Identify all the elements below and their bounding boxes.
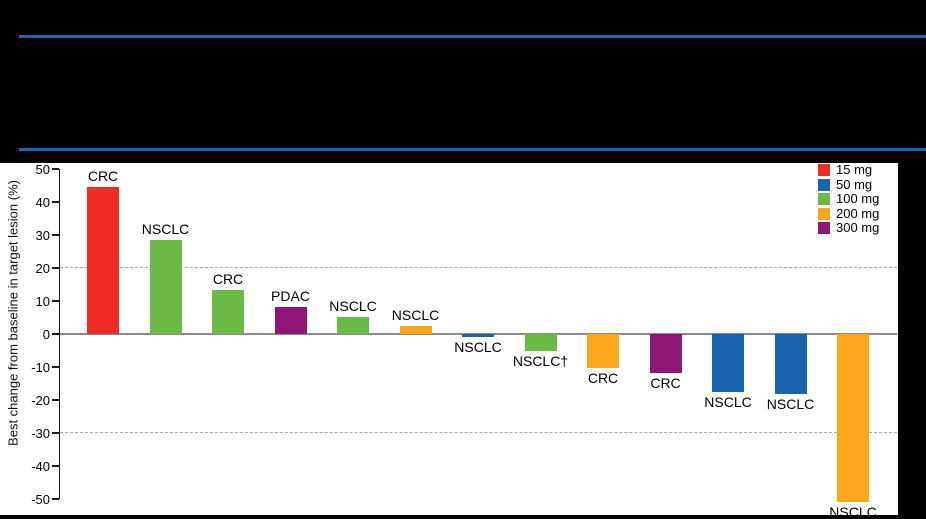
bar-label: NSCLC: [454, 339, 502, 356]
bar-label: PDAC: [271, 287, 310, 304]
y-axis-line: [58, 169, 60, 499]
reference-line: [60, 432, 897, 434]
legend-label: 100 mg: [836, 191, 880, 206]
bar-pdac: [274, 306, 307, 334]
y-axis-tick-label: -20: [31, 392, 50, 408]
bar-label: NSCLC: [766, 395, 815, 412]
y-axis-tick: [51, 366, 59, 368]
legend-item: 200 mg: [818, 205, 880, 221]
legend-swatch: [818, 207, 830, 220]
y-axis-tick-label: -30: [31, 425, 50, 441]
y-axis-tick: [51, 168, 59, 170]
legend-label: 300 mg: [836, 220, 880, 235]
y-axis-tick: [51, 267, 59, 269]
chart-panel: Best change from baseline in target lesi…: [0, 161, 898, 519]
bar-label: CRC: [587, 369, 619, 386]
plot-area: 50 40 30 20 10 0 -10 -20 -30 -40 -50 CRC NSCLC CRC PDA…: [0, 161, 898, 519]
header-rule-bottom: [19, 148, 926, 151]
bar-crc: [212, 290, 244, 334]
bar-crc: [649, 334, 682, 373]
reference-line: [60, 267, 897, 269]
bar-nsclc: [774, 334, 807, 394]
legend-swatch: [818, 193, 830, 205]
y-axis-tick-label: 10: [35, 293, 50, 309]
bar-nsclc: [462, 334, 494, 338]
y-axis-tick: [51, 465, 59, 467]
bar-nsclc: [837, 334, 869, 503]
legend-item: 15 mg: [818, 162, 879, 177]
y-axis-tick: [51, 234, 59, 236]
y-axis-tick-label: 20: [35, 260, 50, 276]
legend-item: 100 mg: [818, 191, 880, 206]
bar-label: NSCLC: [829, 504, 877, 519]
legend-label: 200 mg: [836, 205, 880, 221]
y-axis-tick: [51, 201, 59, 203]
y-axis-tick: [51, 498, 59, 500]
bar-label: NSCLC: [391, 306, 440, 323]
legend-item: 50 mg: [818, 176, 879, 192]
bar-nsclc: [149, 239, 182, 334]
bar-label: NSCLC: [141, 220, 190, 237]
y-axis-tick: [51, 399, 59, 401]
header-rule-top: [19, 35, 926, 38]
legend-label: 50 mg: [836, 176, 873, 192]
bar-nsclc: [399, 325, 432, 334]
y-axis-tick-label: 40: [35, 194, 50, 210]
bar-label: NSCLC: [329, 297, 377, 314]
bar-label: CRC: [87, 168, 119, 185]
bar-crc: [87, 187, 119, 334]
bar-nsclc: [712, 334, 744, 393]
y-axis-tick-label: 30: [35, 227, 50, 243]
y-axis-tick-label: 50: [35, 161, 50, 177]
bar-nsclc: [337, 316, 369, 334]
y-axis-tick: [51, 333, 59, 335]
y-axis-tick-label: -10: [31, 359, 50, 375]
legend: 15 mg 50 mg 100 mg 200 mg 300 mg: [818, 162, 880, 237]
legend-label: 15 mg: [836, 162, 873, 177]
y-axis-tick-label: -50: [31, 491, 50, 507]
y-axis-tick-label: 0: [42, 326, 50, 342]
y-axis-tick-label: -40: [31, 458, 50, 474]
legend-swatch: [818, 178, 830, 191]
bar-crc: [587, 334, 619, 368]
bar-label: CRC: [650, 374, 681, 391]
legend-swatch: [818, 164, 830, 176]
y-axis-tick: [51, 300, 59, 302]
bar-nsclc: [524, 334, 557, 352]
y-axis-tick: [51, 432, 59, 434]
bar-label: NSCLC: [704, 394, 752, 411]
legend-item: 300 mg: [818, 220, 880, 235]
bar-label: CRC: [212, 271, 244, 288]
bar-label: NSCLC†: [512, 353, 569, 370]
legend-swatch: [818, 222, 830, 234]
